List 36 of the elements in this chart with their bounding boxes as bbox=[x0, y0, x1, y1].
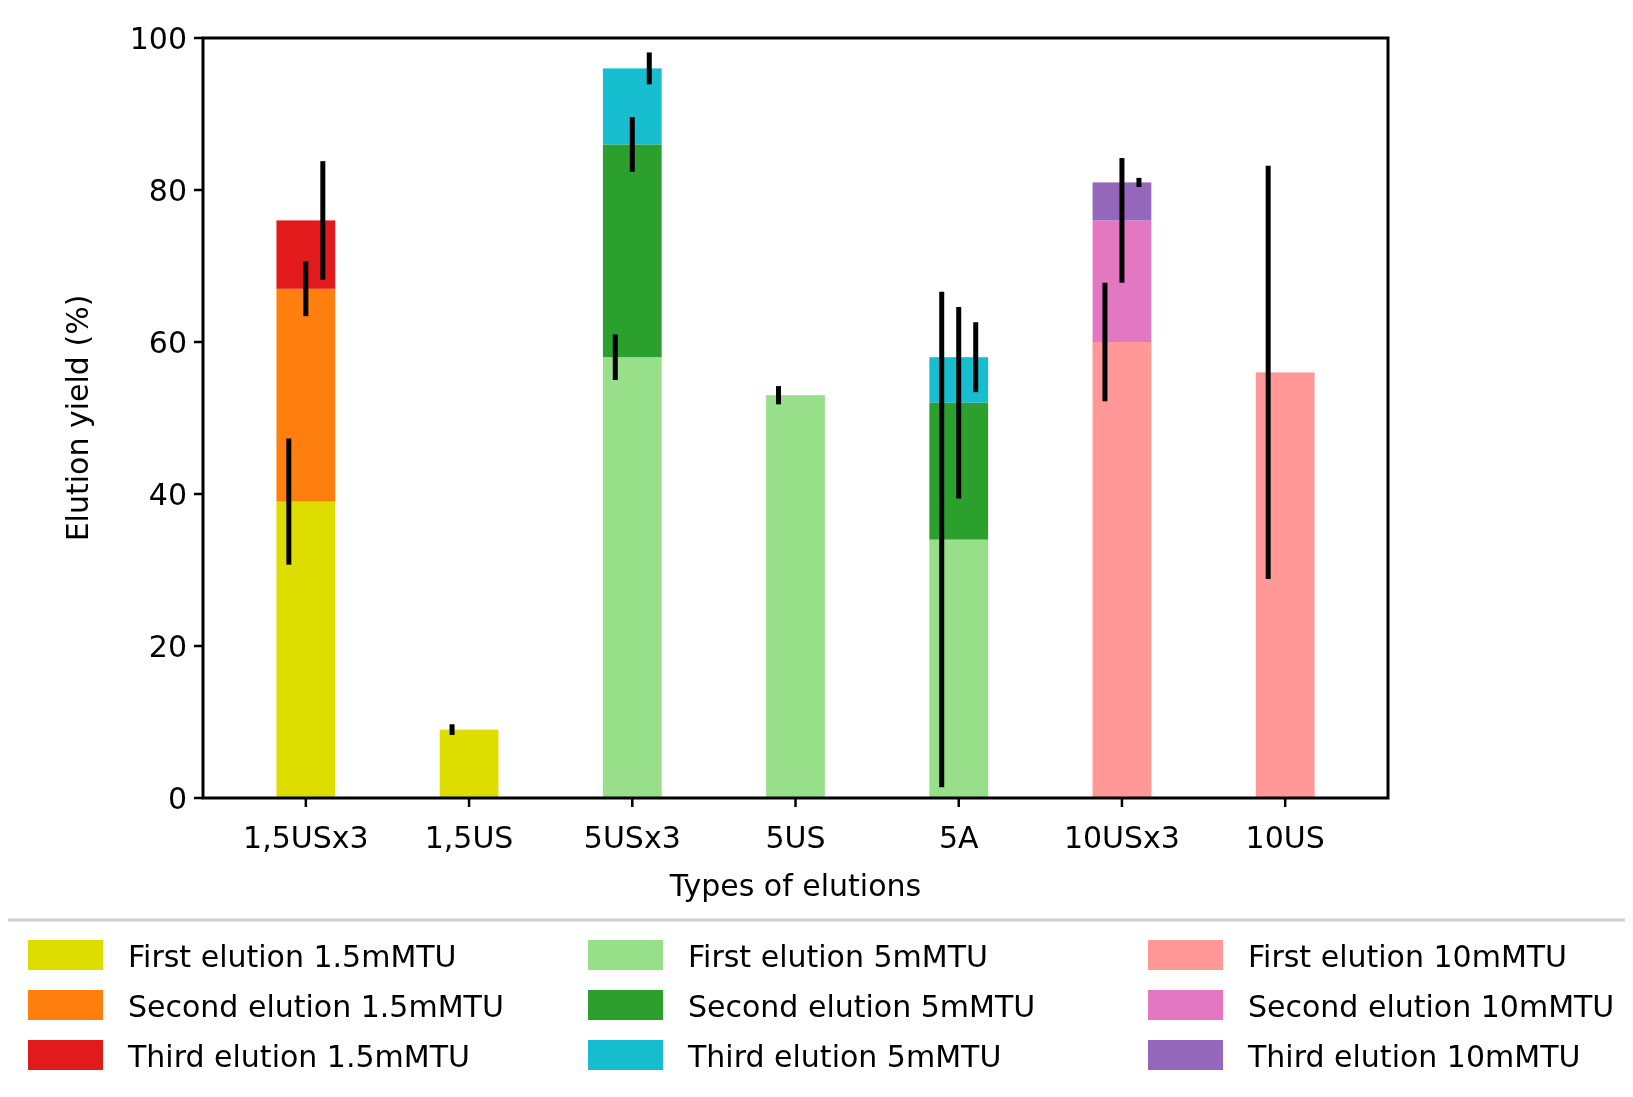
y-tick-label: 100 bbox=[129, 20, 187, 56]
x-tick-label: 5USx3 bbox=[583, 820, 681, 855]
y-axis-title: Elution yield (%) bbox=[60, 294, 95, 542]
x-tick-label: 5A bbox=[938, 820, 980, 855]
bar bbox=[1092, 342, 1152, 798]
bar bbox=[1092, 220, 1152, 342]
legend-label: Third elution 10mMTU bbox=[1247, 1038, 1581, 1074]
legend-label: Second elution 5mMTU bbox=[688, 988, 1036, 1024]
bar bbox=[276, 501, 336, 798]
legend-label: Third elution 1.5mMTU bbox=[127, 1038, 470, 1074]
bar bbox=[766, 395, 825, 798]
legend-label: Third elution 5mMTU bbox=[687, 1038, 1002, 1074]
bar bbox=[1255, 372, 1315, 798]
bar bbox=[276, 288, 336, 502]
y-tick-label: 60 bbox=[148, 324, 187, 360]
bar bbox=[276, 220, 336, 289]
x-tick-label: 5US bbox=[765, 820, 826, 855]
bar bbox=[602, 357, 662, 798]
y-tick-label: 20 bbox=[148, 628, 187, 664]
y-tick-label: 80 bbox=[148, 172, 187, 208]
legend-label: First elution 1.5mMTU bbox=[128, 938, 457, 974]
y-tick-label: 40 bbox=[148, 476, 187, 512]
bar bbox=[439, 729, 499, 798]
legend-label: First elution 10mMTU bbox=[1248, 938, 1568, 974]
x-tick-label: 1,5USx3 bbox=[243, 820, 369, 855]
bar bbox=[602, 68, 662, 145]
bar bbox=[602, 144, 662, 358]
x-tick-label: 1,5US bbox=[424, 820, 514, 855]
y-tick-label: 0 bbox=[167, 780, 187, 816]
x-tick-label: 10USx3 bbox=[1063, 820, 1180, 855]
bar bbox=[929, 539, 989, 798]
legend-label: First elution 5mMTU bbox=[688, 938, 988, 974]
x-tick-label: 10US bbox=[1245, 820, 1325, 855]
x-axis-title: Types of elutions bbox=[668, 868, 922, 903]
legend-label: Second elution 1.5mMTU bbox=[128, 988, 504, 1024]
legend-label: Second elution 10mMTU bbox=[1248, 988, 1615, 1024]
